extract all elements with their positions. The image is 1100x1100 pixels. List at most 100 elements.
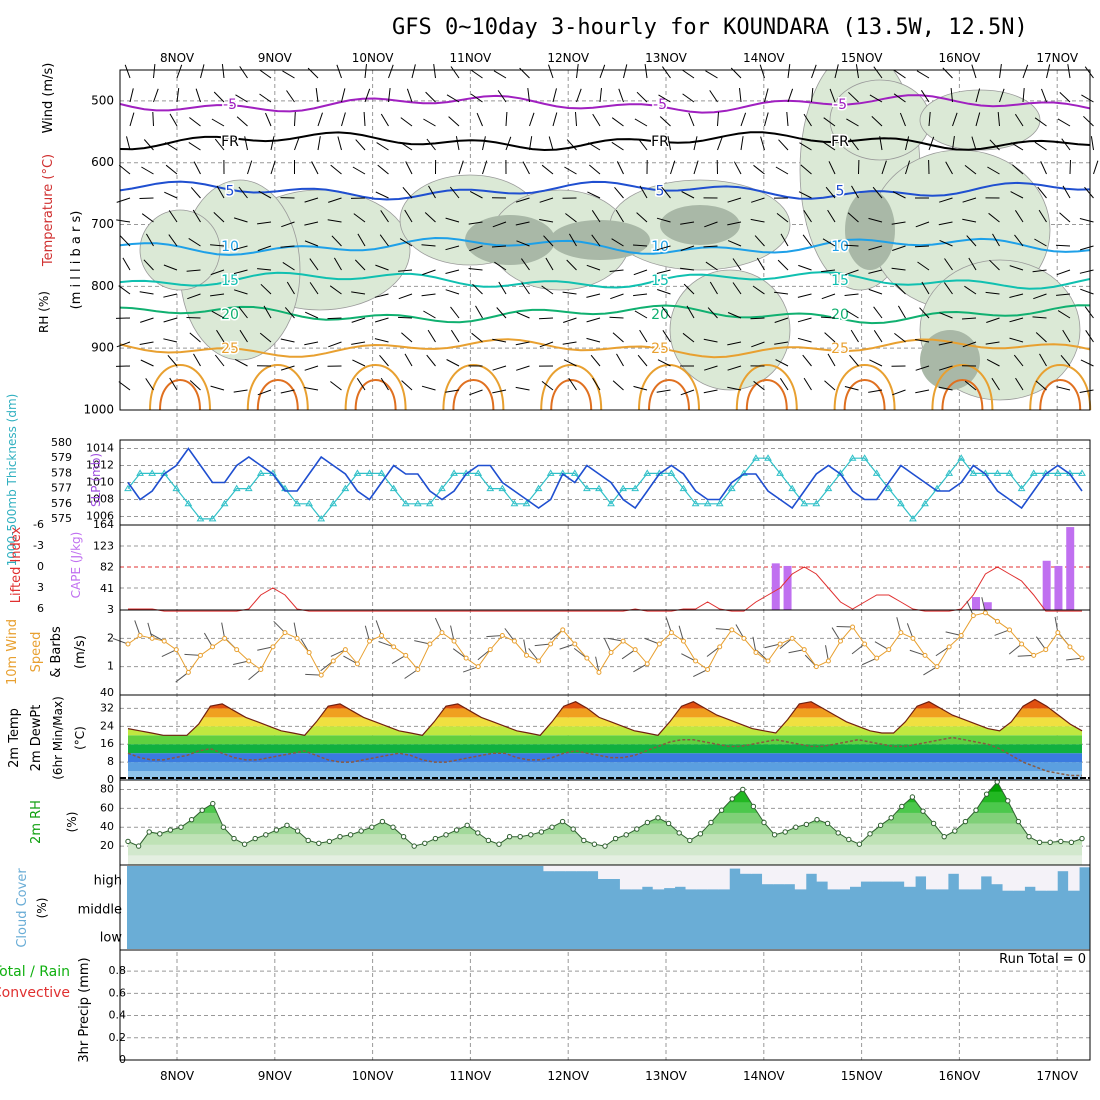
wind-barb [633,269,648,276]
rh-point [305,837,311,844]
wind-barb [944,258,953,271]
wind-barb [566,139,577,151]
wind-barb [891,221,906,225]
wind-barb [210,385,225,391]
rh-point [687,837,693,844]
thickness-point [691,499,700,507]
wind-barb [658,94,671,103]
wind-barb [834,64,839,79]
thickness-tick-label: 575 [51,512,72,525]
rh-point [591,841,598,847]
thickness-point [800,499,809,507]
wind-barb [942,67,953,79]
wind-barb [445,289,460,295]
wind-barb [352,359,366,367]
wind-barb [375,191,389,199]
wind-barb [682,332,695,343]
wind-barb [1014,113,1024,127]
rh-point [358,828,364,834]
wind-barb [639,329,648,343]
wind-barb [657,289,671,295]
wind-barb [176,64,183,79]
wind-barb [892,191,906,199]
wind10m-point [982,610,988,616]
wind-barb [753,380,765,391]
wind10m-point [994,618,1000,624]
wind-barb [612,380,624,391]
date-label-bottom: 16NOV [939,1069,981,1083]
rh-point [252,835,258,842]
wind10m-barb [906,623,914,639]
wind-barb [633,385,648,391]
wind-barb [539,197,554,203]
wind-barb [520,258,530,271]
wind-barb [426,354,436,367]
wind-barb [1057,118,1071,127]
cape-tick-label: 82 [100,561,114,574]
wind10m-barb [681,653,696,662]
wind-barb [411,64,416,79]
wind-barb [952,136,955,151]
wind-barb [1080,359,1094,367]
wind-barb [331,235,342,247]
ylabel-temp-d: (°C) [73,726,87,750]
rh-point [443,832,449,838]
wind-barb [515,341,530,346]
rh-tick-label: 60 [100,801,114,814]
cloud-clear-high [718,866,730,890]
wind10m-barb [534,643,551,647]
wind-barb [703,245,718,248]
wind-barb [257,245,272,252]
wind-barb [468,221,483,225]
wind-barb [281,221,295,228]
wind-barb [233,245,248,251]
wind-barb [187,293,201,300]
warm-contour [1039,379,1082,411]
pressure-tick-label: 800 [91,279,114,293]
wind-barb [176,88,180,103]
wind-barb [1081,94,1094,103]
precip-tick-label: 0.8 [109,964,127,977]
wind-barb [233,217,248,223]
wind-barb [775,166,789,175]
wind-barb [822,238,836,247]
temp-contour-label: 10 [831,239,849,255]
thickness-point [377,469,386,476]
wind-barb [609,316,624,319]
wind-barb [991,377,1000,391]
wind-barb [1009,337,1024,343]
wind-barb [317,112,323,127]
wind-barb [258,190,272,199]
wind-barb [1038,209,1047,223]
wind-barb [327,219,342,223]
wind-barb [126,136,131,151]
wind-barb [964,380,977,391]
wind-barb [216,185,225,199]
wind-barb [145,378,154,391]
wind10m-point [379,633,385,638]
wind10m-barb [184,653,201,656]
wind-barb [1084,66,1094,79]
wind-barb [717,111,719,127]
wind-barb [364,64,367,79]
thickness-tick-label: 578 [51,466,72,479]
cape-bar [1042,560,1051,610]
wind-barb [304,387,319,391]
thickness-point [812,499,821,507]
wind-barb [656,217,671,223]
wind10m-barb [735,624,745,639]
wind-barb [541,381,554,391]
rh-point [1026,833,1032,840]
temp-contour-label: 15 [831,273,849,289]
wind-barb [855,64,859,79]
wind-barb [445,389,460,393]
thickness-point [438,484,446,492]
wind-barb [563,317,577,323]
ylabel-wind10m-d: (m/s) [73,635,88,669]
wind-barb [897,305,906,319]
wind-barb [797,293,812,298]
ylabel-cloud-unit: (%) [35,898,49,919]
wind-barb [975,88,981,103]
wind-barb [153,88,159,103]
wind-barb [233,289,248,295]
